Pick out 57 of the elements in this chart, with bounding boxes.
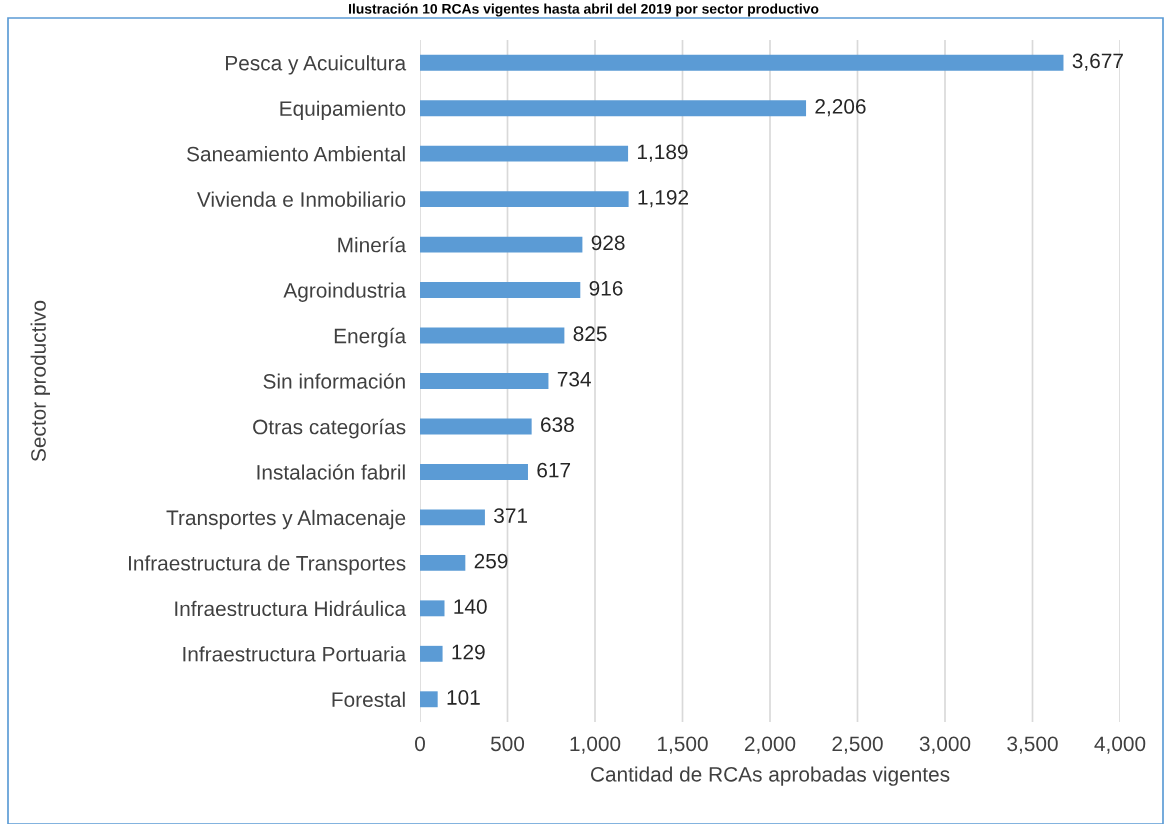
bar xyxy=(420,54,1064,71)
x-axis-title: Cantidad de RCAs aprobadas vigentes xyxy=(590,766,950,786)
x-tick-label: 2,500 xyxy=(832,736,883,754)
data-label: 825 xyxy=(573,326,607,342)
data-label: 259 xyxy=(474,553,508,569)
bar xyxy=(420,145,629,162)
bar xyxy=(420,191,629,208)
data-label: 371 xyxy=(494,508,527,523)
y-tick-label: Agroindustria xyxy=(283,282,407,302)
data-label: 2,206 xyxy=(815,99,866,117)
data-label: 617 xyxy=(537,462,571,478)
bar xyxy=(420,418,532,435)
y-tick-label: Equipamiento xyxy=(280,100,406,121)
y-tick-label: Sin información xyxy=(263,373,405,389)
bar xyxy=(420,691,438,708)
data-label: 638 xyxy=(541,417,574,433)
y-tick-label: Pesca y Acuicultura xyxy=(226,55,407,75)
data-label: 140 xyxy=(454,599,487,614)
y-tick-label: Infraestructura Hidráulica xyxy=(175,600,407,617)
data-label: 928 xyxy=(591,235,625,251)
y-tick-label: Minería xyxy=(338,236,407,253)
data-label: 1,189 xyxy=(638,144,688,162)
y-tick-label: Transportes y Almacenaje xyxy=(166,509,406,530)
y-axis-title: Sector productivo xyxy=(30,300,50,462)
x-tick-label: 1,500 xyxy=(658,736,708,754)
bar xyxy=(420,600,445,617)
data-label: 734 xyxy=(557,371,591,387)
bar xyxy=(420,100,807,117)
data-label: 129 xyxy=(452,644,485,660)
y-tick-label: Vivienda e Inmobiliario xyxy=(196,191,406,207)
y-tick-label: Instalación fabril xyxy=(257,464,405,480)
y-tick-label: Forestal xyxy=(332,691,405,708)
y-tick-label: Infraestructura Portuaria xyxy=(183,646,407,662)
chart-title: Ilustración 10 RCAs vigentes hasta abril del 2019 por sector productivo xyxy=(349,3,819,17)
y-tick-label: Saneamiento Ambiental xyxy=(187,146,405,162)
data-label: 916 xyxy=(589,280,623,296)
x-tick-label: 2,000 xyxy=(744,736,796,754)
x-tick-label: 3,000 xyxy=(919,736,971,754)
bar xyxy=(420,327,565,344)
bar xyxy=(420,236,583,253)
y-tick-label: Infraestructura de Transportes xyxy=(128,555,406,575)
x-tick-label: 1,000 xyxy=(570,736,621,754)
x-tick-label: 3,500 xyxy=(1007,736,1058,754)
data-label: 1,192 xyxy=(638,189,689,208)
bar xyxy=(420,645,443,662)
bar xyxy=(420,554,466,571)
data-label: 3,677 xyxy=(1072,53,1123,71)
y-tick-label: Otras categorías xyxy=(253,418,406,439)
x-tick-label: 4,000 xyxy=(1094,736,1146,754)
y-tick-label: Energía xyxy=(334,327,407,348)
bar xyxy=(420,463,528,480)
data-label: 101 xyxy=(447,690,480,705)
bar xyxy=(420,373,549,389)
bar xyxy=(420,509,485,526)
x-tick-label: 500 xyxy=(490,736,525,752)
x-tick-label: 0 xyxy=(415,736,425,752)
bar xyxy=(420,282,581,299)
